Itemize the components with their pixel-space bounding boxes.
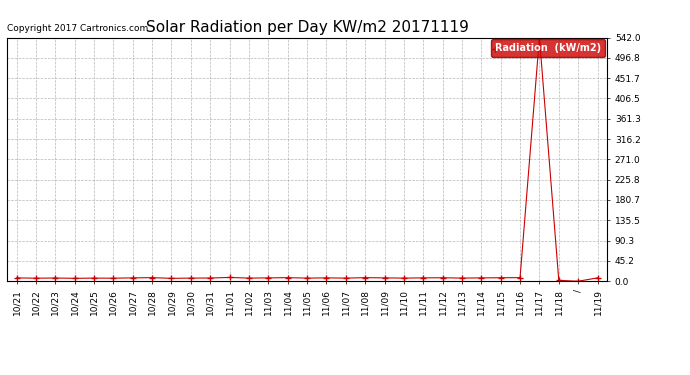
Radiation  (kW/m2)	[284, 275, 292, 280]
Radiation  (kW/m2)	[458, 276, 466, 280]
Radiation  (kW/m2)	[32, 276, 40, 280]
Radiation  (kW/m2)	[497, 276, 505, 280]
Radiation  (kW/m2)	[516, 275, 524, 280]
Radiation  (kW/m2)	[535, 35, 544, 40]
Radiation  (kW/m2)	[148, 275, 156, 280]
Radiation  (kW/m2)	[187, 276, 195, 280]
Title: Solar Radiation per Day KW/m2 20171119: Solar Radiation per Day KW/m2 20171119	[146, 20, 469, 35]
Radiation  (kW/m2)	[206, 276, 215, 280]
Radiation  (kW/m2)	[70, 276, 79, 280]
Radiation  (kW/m2)	[168, 276, 176, 280]
Radiation  (kW/m2)	[12, 276, 21, 280]
Radiation  (kW/m2)	[90, 276, 98, 280]
Radiation  (kW/m2)	[477, 276, 486, 280]
Radiation  (kW/m2)	[342, 276, 350, 280]
Radiation  (kW/m2)	[51, 276, 59, 280]
Radiation  (kW/m2)	[593, 276, 602, 280]
Radiation  (kW/m2)	[555, 278, 563, 283]
Radiation  (kW/m2)	[128, 276, 137, 280]
Line: Radiation  (kW/m2): Radiation (kW/m2)	[14, 35, 600, 284]
Radiation  (kW/m2)	[574, 279, 582, 284]
Legend: Radiation  (kW/m2): Radiation (kW/m2)	[491, 39, 605, 57]
Radiation  (kW/m2)	[109, 276, 117, 280]
Text: Copyright 2017 Cartronics.com: Copyright 2017 Cartronics.com	[7, 24, 148, 33]
Radiation  (kW/m2)	[380, 276, 388, 280]
Radiation  (kW/m2)	[264, 276, 273, 280]
Radiation  (kW/m2)	[438, 276, 446, 280]
Radiation  (kW/m2)	[303, 276, 311, 280]
Radiation  (kW/m2)	[419, 276, 427, 280]
Radiation  (kW/m2)	[400, 276, 408, 280]
Radiation  (kW/m2)	[226, 275, 234, 280]
Radiation  (kW/m2)	[322, 276, 331, 280]
Radiation  (kW/m2)	[361, 275, 369, 280]
Radiation  (kW/m2)	[245, 276, 253, 280]
